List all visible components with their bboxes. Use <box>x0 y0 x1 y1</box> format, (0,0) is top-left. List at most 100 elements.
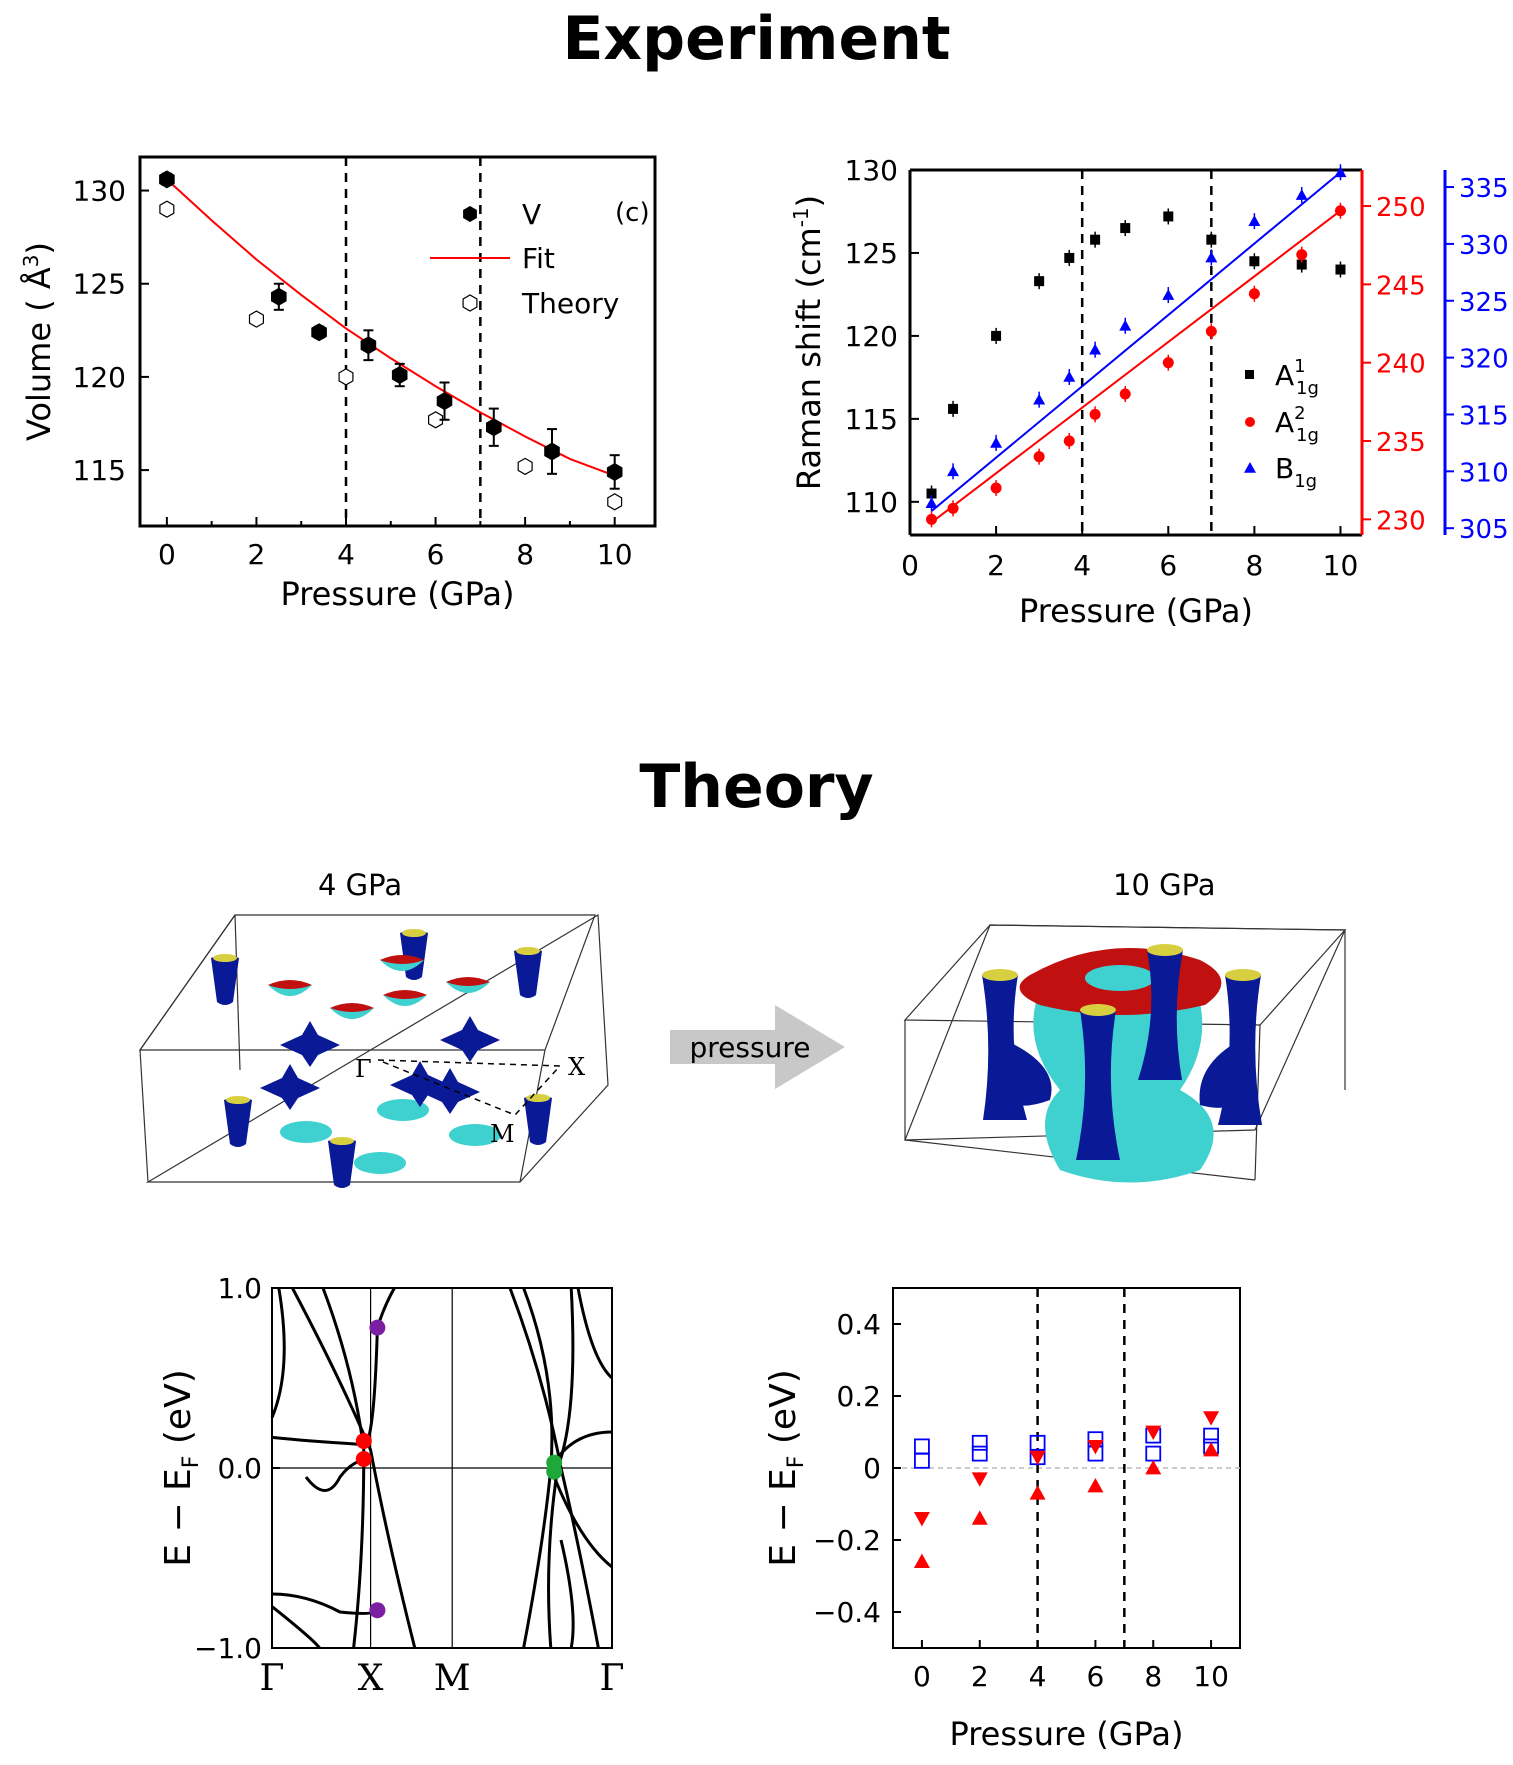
volume-xlabel: Pressure (GPa) <box>280 575 514 613</box>
energies-square-point <box>914 1438 930 1455</box>
energies-ytick-label: −0.4 <box>813 1596 881 1629</box>
band-line <box>559 1539 575 1649</box>
navy-wing-left <box>1000 1040 1052 1106</box>
bz-left-outline <box>145 913 609 1183</box>
raman-a1g1-point <box>1335 264 1346 275</box>
energies-down-triangle <box>1087 1440 1104 1455</box>
navy-cone-pocket <box>514 948 542 998</box>
energies-square-point <box>1145 1445 1162 1462</box>
fermi-pockets-10gpa <box>982 944 1262 1183</box>
band-structure-chart: Γ X M Γ 1.0 0.0 −1.0 E − EF (eV) <box>158 1272 624 1699</box>
raman-legend-label: A1 1g <box>1275 356 1319 399</box>
band-crossing-marker <box>355 1433 372 1449</box>
energies-xtick-label: 2 <box>971 1660 989 1693</box>
k-label-x: X <box>568 1053 585 1081</box>
raman-a1g2-point <box>1205 325 1217 337</box>
energies-down-triangle <box>1203 1411 1220 1426</box>
band-crossing-marker <box>369 1602 386 1619</box>
raman-a1g2-point <box>1033 451 1045 463</box>
arrow-label: pressure <box>690 1031 811 1064</box>
volume-ytick-label: 115 <box>73 454 126 487</box>
bands-ytick-label: 0.0 <box>217 1452 262 1485</box>
volume-xtick-label: 8 <box>516 538 534 571</box>
raman-b1g-point <box>1162 289 1175 300</box>
volume-theory-point <box>338 368 354 386</box>
raman-a1g1-point <box>1120 223 1131 234</box>
energies-up-triangle <box>1203 1442 1220 1457</box>
energies-up-triangle <box>913 1553 930 1568</box>
band-line <box>270 1287 286 1419</box>
energies-xtick-label: 8 <box>1144 1660 1162 1693</box>
navy-cone-pocket <box>328 1138 356 1188</box>
fermi-label-10gpa: 10 GPa <box>1113 868 1216 902</box>
energies-ytick-label: 0.2 <box>836 1380 881 1413</box>
energies-down-triangle <box>913 1512 930 1527</box>
bz-labels: Γ X M <box>355 1053 585 1148</box>
bz-left-edge-3 <box>234 914 241 1071</box>
energies-ytick-label: 0.4 <box>836 1308 881 1341</box>
volume-xtick-label: 4 <box>337 538 355 571</box>
raman-chart: 0 2 4 6 8 10 110 115 120 125 130 230 235 240 245 250 305… <box>789 154 1509 630</box>
volume-data-point <box>360 336 377 355</box>
raman-a1g1-point <box>1034 276 1045 287</box>
volume-fit-line <box>166 178 616 477</box>
red-saucer <box>330 1003 374 1012</box>
band-line <box>321 1287 366 1649</box>
red-sheet-hole <box>1085 965 1155 991</box>
volume-theory-point <box>248 310 264 328</box>
raman-a1g2-point <box>1162 357 1174 369</box>
bands-kpoint-label: M <box>434 1658 471 1699</box>
raman-xtick-label: 6 <box>1159 549 1177 582</box>
experiment-title: Experiment <box>562 4 951 74</box>
raman-blue-tick-label: 315 <box>1459 401 1509 431</box>
band-line <box>271 1592 379 1615</box>
volume-legend-theory-marker <box>462 294 478 312</box>
bands-ytick-label: −1.0 <box>194 1632 262 1665</box>
raman-a1g1-point <box>1090 234 1101 245</box>
band-crossing-marker <box>546 1463 563 1480</box>
raman-a1g1-point <box>926 488 937 499</box>
bands-kpoint-label: Γ <box>260 1658 285 1699</box>
volume-legend-v-label: V <box>522 198 541 231</box>
yellow-cap <box>226 1096 250 1104</box>
raman-xtick-label: 0 <box>901 549 919 582</box>
raman-a1g1-point <box>1064 252 1075 263</box>
yellow-cap <box>1225 969 1261 981</box>
raman-a1g1-point <box>1296 259 1307 270</box>
navy-star-pocket <box>440 1016 500 1062</box>
theory-title: Theory <box>639 752 874 822</box>
volume-data-point <box>544 442 560 461</box>
navy-wing-right <box>1199 1040 1245 1108</box>
raman-a1g2-point <box>947 502 959 514</box>
raman-a1g2-point <box>1119 388 1131 400</box>
raman-blue-tick-label: 305 <box>1459 515 1509 545</box>
band-line <box>576 1287 614 1380</box>
yellow-cap <box>1080 1004 1116 1016</box>
raman-xtick-label: 10 <box>1323 549 1359 582</box>
bands-kpoint-label: Γ <box>600 1658 625 1699</box>
raman-red-tick-label: 245 <box>1376 271 1426 301</box>
red-saucer <box>268 980 312 989</box>
energies-up-triangle <box>971 1510 988 1525</box>
raman-red-tick-label: 240 <box>1376 350 1426 380</box>
gxm-dashed-path <box>377 1059 562 1116</box>
energies-square-point <box>971 1445 988 1462</box>
red-saucer <box>446 977 490 986</box>
energies-square-point <box>971 1434 988 1451</box>
energies-down-triangle <box>1145 1425 1162 1440</box>
volume-theory-point <box>159 200 175 218</box>
energies-xtick-label: 0 <box>913 1660 931 1693</box>
raman-legend-a1g1-marker <box>1245 370 1254 379</box>
band-line <box>549 1467 613 1569</box>
band-line <box>271 1287 396 1447</box>
yellow-cap <box>1147 944 1183 956</box>
volume-xtick-label: 10 <box>597 538 633 571</box>
raman-legend-label: B1g <box>1275 452 1317 492</box>
navy-column <box>1076 1010 1120 1160</box>
bands-kpoint-label: X <box>358 1658 384 1699</box>
navy-star-pocket <box>260 1064 320 1110</box>
energies-up-triangle <box>1029 1485 1046 1500</box>
volume-data-point <box>271 287 287 306</box>
bz-left-edge-4 <box>139 914 236 1051</box>
raman-blue-fit-line <box>930 171 1342 512</box>
